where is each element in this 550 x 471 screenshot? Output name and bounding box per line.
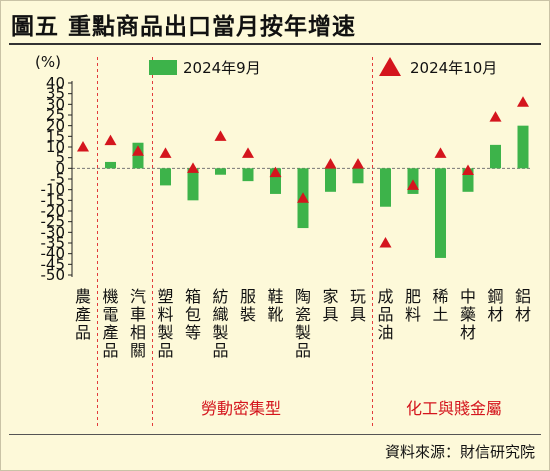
triangle-marker-稀土: [434, 147, 447, 158]
category-label: 成品油: [377, 287, 393, 342]
category-label: 中藥材: [460, 287, 476, 342]
chart-title: 圖五 重點商品出口當月按年增速: [11, 13, 357, 40]
y-tick-label: -15: [41, 191, 66, 209]
triangle-marker-箱包等: [187, 162, 199, 173]
triangle-marker-塑料製品: [159, 147, 172, 158]
bar-layer: [105, 125, 529, 258]
triangle-marker-服裝: [242, 147, 254, 158]
y-tick-label: 10: [46, 138, 65, 156]
bar-鋁材: [517, 125, 529, 169]
legend-label-triangle: 2024年10月: [410, 59, 497, 77]
y-tick-label: -45: [41, 255, 66, 273]
bar-中藥材: [462, 168, 474, 192]
y-tick-label: 15: [46, 127, 65, 145]
category-label: 汽車相關: [130, 287, 146, 360]
triangle-marker-家具: [324, 158, 337, 169]
bar-成品油: [380, 168, 391, 207]
category-label: 鋁材: [515, 287, 531, 324]
bar-塑料製品: [160, 168, 171, 186]
category-label: 肥料: [405, 287, 421, 324]
category-label: 陶瓷製品: [295, 287, 311, 360]
y-tick-label: -25: [41, 213, 66, 231]
y-tick-label: -40: [41, 245, 66, 263]
y-tick-label: 30: [46, 95, 65, 113]
legend: 2024年9月 2024年10月: [149, 57, 497, 77]
y-tick-label: 20: [46, 117, 65, 135]
y-tick-label: -20: [41, 202, 66, 220]
y-tick-label: 35: [46, 85, 65, 103]
y-tick-label: -30: [41, 223, 66, 241]
bar-服裝: [242, 168, 254, 182]
bar-箱包等: [187, 168, 199, 201]
category-label: 玩具: [350, 287, 366, 324]
chart-canvas: 4035302520151050-5-10-15-20-25-30-35-40-…: [35, 53, 531, 429]
footer-divider: [9, 434, 541, 435]
legend-swatch-bar: [149, 60, 177, 75]
y-tick-label: -10: [41, 181, 66, 199]
y-axis-unit: (%): [35, 53, 61, 71]
group-label-chemical-metals: 化工與賤金屬: [406, 399, 502, 418]
category-label: 農產品: [75, 287, 91, 342]
triangle-marker-鞋靴: [269, 166, 282, 178]
triangle-marker-玩具: [352, 158, 364, 169]
bar-機電產品: [105, 161, 116, 169]
y-tick-label: 5: [55, 149, 65, 167]
category-label: 機電產品: [102, 287, 118, 360]
category-label: 稀土: [432, 287, 448, 324]
triangle-marker-陶瓷製品: [297, 192, 309, 203]
triangle-marker-肥料: [407, 179, 419, 190]
category-label: 塑料製品: [157, 287, 173, 360]
triangle-marker-汽車相關: [132, 145, 144, 156]
grid-layer: [72, 57, 531, 429]
triangle-marker-鋁材: [517, 96, 529, 107]
y-tick-label: -35: [41, 234, 66, 252]
y-tick-label: -50: [41, 266, 66, 284]
title-divider: [9, 43, 541, 45]
y-tick-label: 0: [55, 159, 65, 177]
y-axis: 4035302520151050-5-10-15-20-25-30-35-40-…: [35, 53, 73, 284]
triangle-marker-中藥材: [462, 164, 474, 175]
triangle-marker-機電產品: [104, 134, 117, 146]
legend-label-bar: 2024年9月: [183, 59, 261, 77]
category-label: 家具: [322, 287, 338, 324]
group-label-labor-intensive: 勞動密集型: [201, 399, 281, 418]
bar-玩具: [352, 168, 364, 184]
category-label: 紡織製品: [212, 287, 228, 360]
y-tick-label: -5: [50, 170, 65, 188]
category-label: 鋼材: [487, 287, 503, 324]
triangle-marker-紡織製品: [214, 130, 227, 141]
triangle-marker-成品油: [379, 237, 392, 248]
source-note: 資料來源：財信研究院: [384, 443, 535, 461]
legend-swatch-triangle: [379, 57, 401, 76]
category-label: 鞋靴: [267, 287, 283, 324]
bar-紡織製品: [215, 168, 226, 175]
category-label: 服裝: [240, 287, 256, 324]
bar-稀土: [435, 168, 446, 258]
triangle-marker-鋼材: [489, 111, 502, 122]
bar-鞋靴: [270, 168, 281, 194]
bar-鋼材: [490, 144, 501, 169]
category-labels: 農產品機電產品汽車相關塑料製品箱包等紡織製品服裝鞋靴陶瓷製品家具玩具成品油肥料稀…: [75, 287, 531, 360]
marker-layer: [77, 96, 529, 248]
triangle-marker-農產品: [77, 141, 89, 152]
bar-家具: [325, 168, 336, 192]
category-label: 箱包等: [185, 287, 201, 342]
group-labels: 勞動密集型 化工與賤金屬: [201, 399, 502, 418]
y-tick-label: 40: [46, 74, 65, 92]
y-tick-label: 25: [46, 106, 65, 124]
